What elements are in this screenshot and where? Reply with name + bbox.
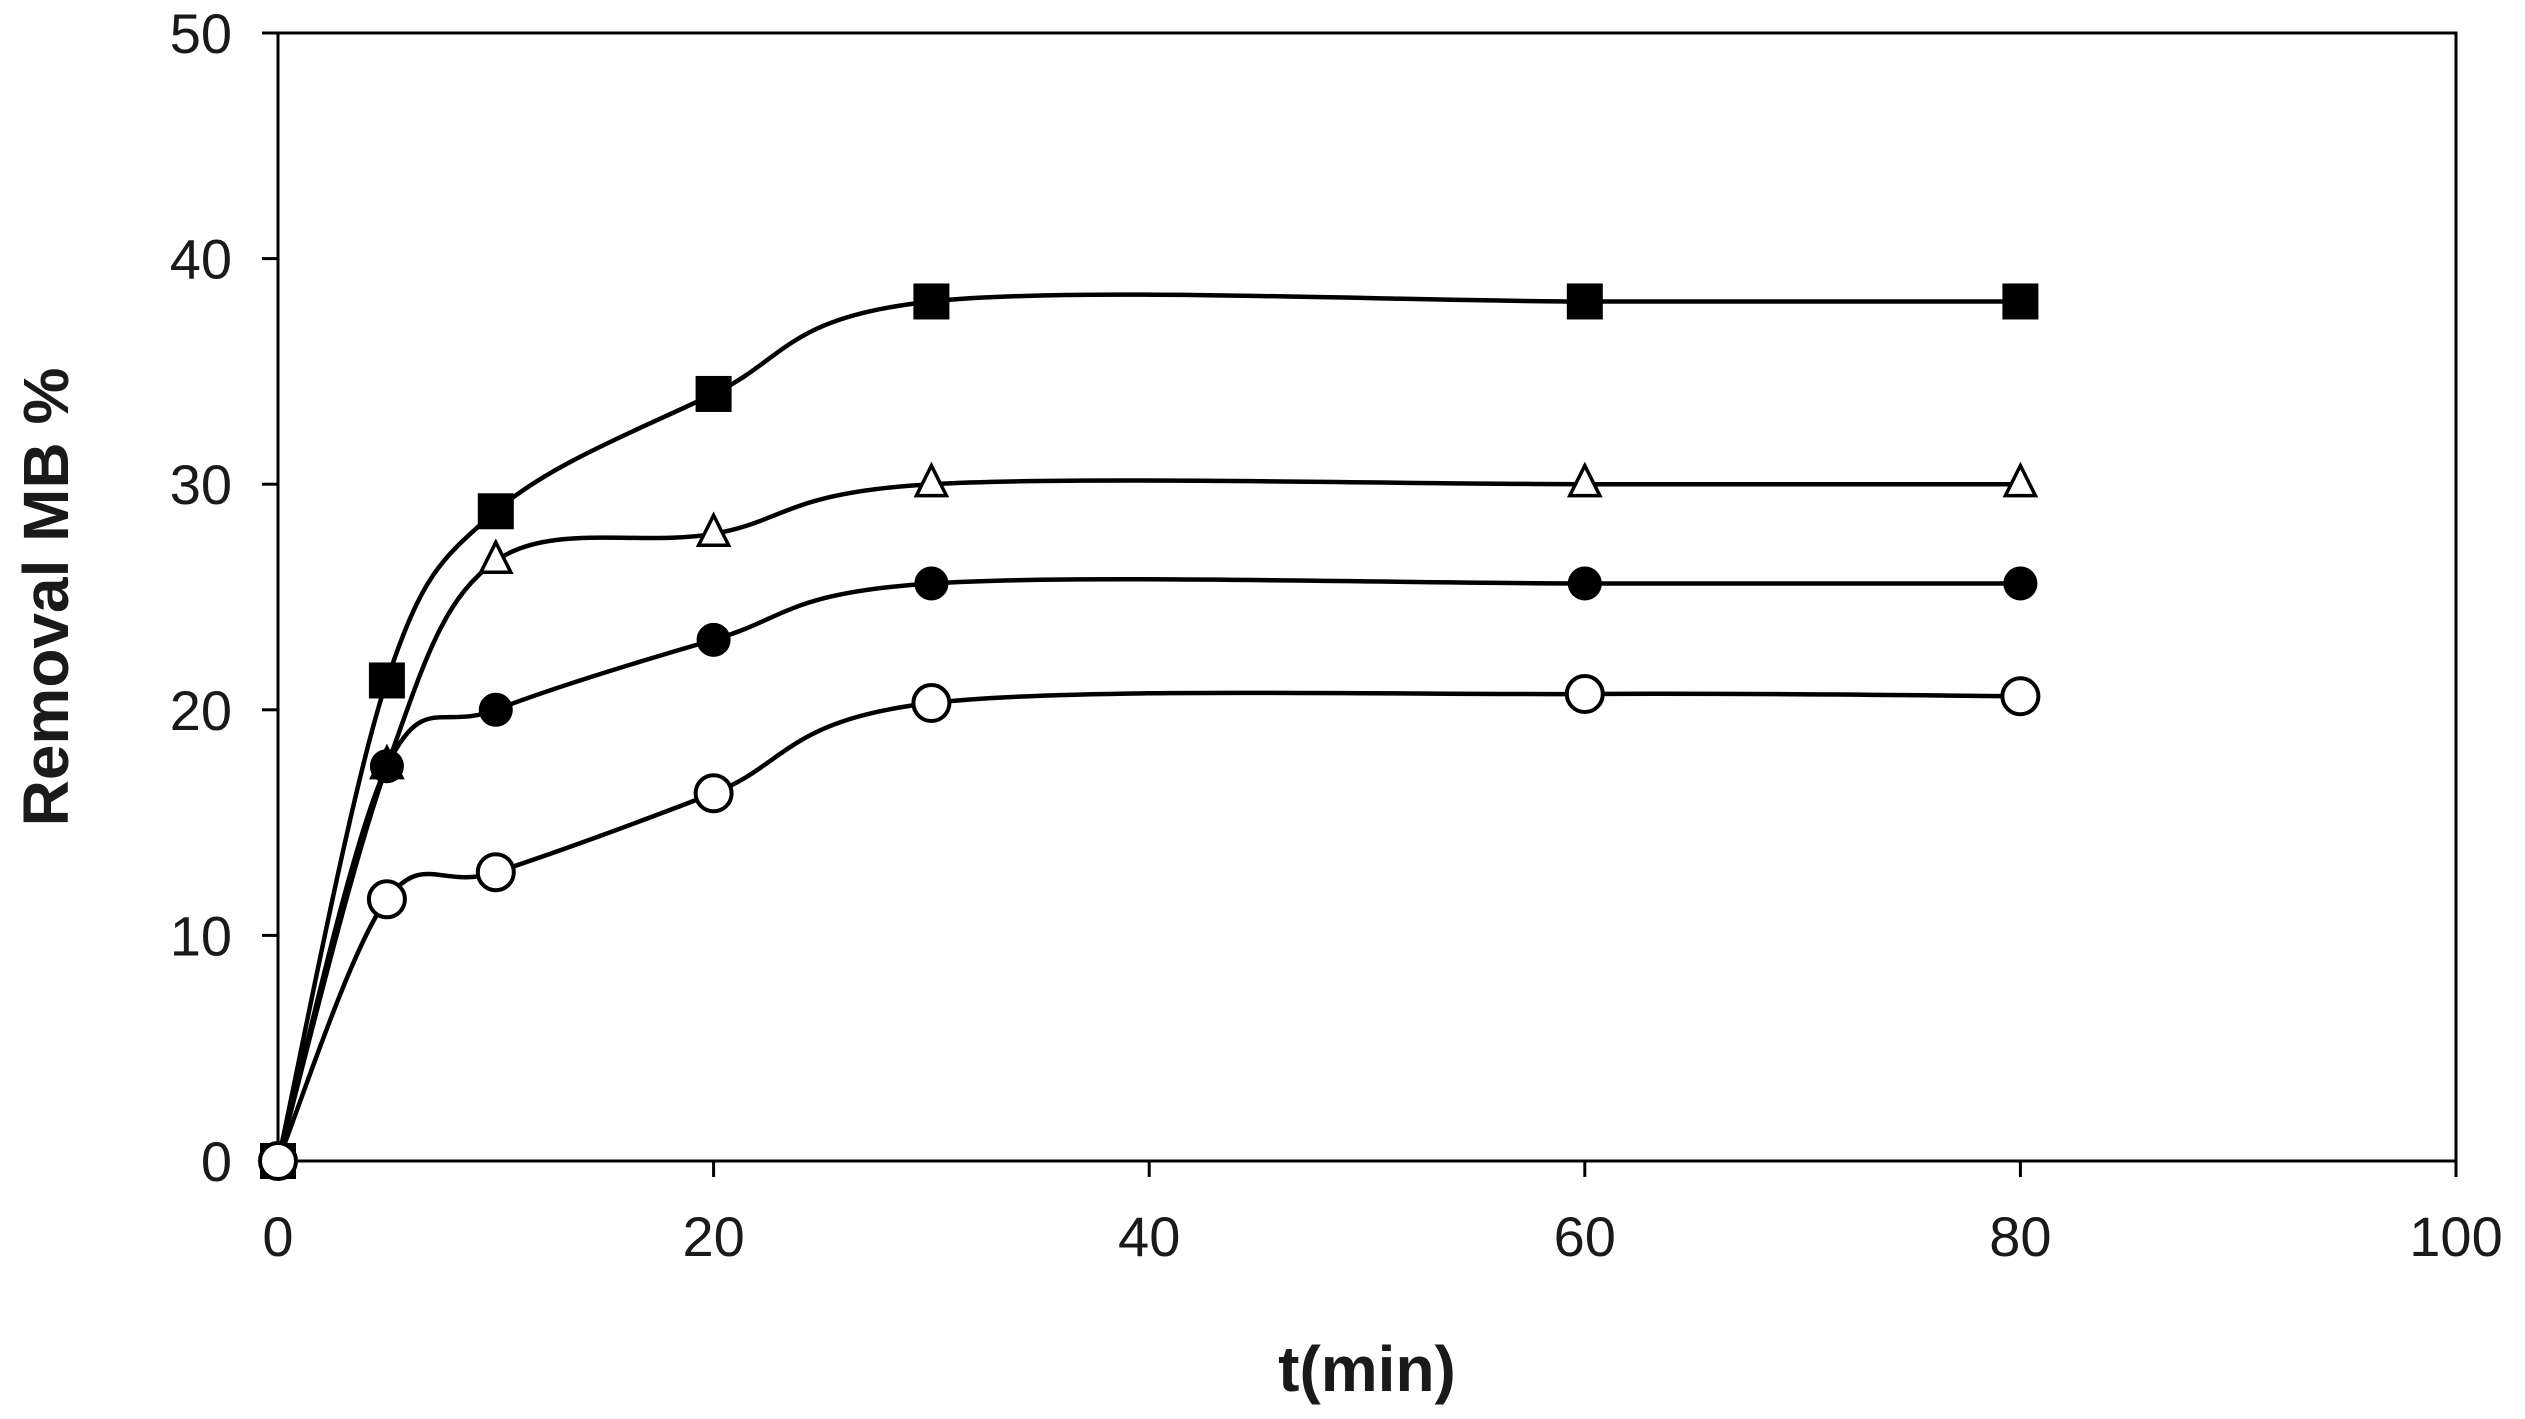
x-tick-label: 20: [682, 1205, 744, 1268]
data-point-filled-circle: [369, 749, 404, 784]
x-tick-label: 40: [1118, 1205, 1180, 1268]
y-tick-label: 20: [170, 679, 232, 742]
data-point-open-circle: [693, 773, 734, 814]
data-point-filled-circle: [2003, 566, 2038, 601]
data-point-open-circle: [258, 1141, 298, 1181]
data-point-filled-circle: [1567, 566, 1602, 601]
data-point-filled-square: [913, 283, 950, 320]
data-point-filled-square: [1566, 283, 1603, 320]
plot-area: [276, 31, 2458, 1163]
x-axis-ticks: 0 20 40 60 80 100: [262, 1161, 2503, 1268]
data-point-filled-circle: [478, 692, 513, 727]
y-axis-ticks: 0 10 20 30 40 50: [170, 2, 278, 1193]
y-axis-title: Removal MB %: [10, 368, 82, 827]
y-tick-label: 10: [170, 904, 232, 967]
y-tick-label: 50: [170, 2, 232, 65]
x-tick-label: 60: [1554, 1205, 1616, 1268]
data-point-filled-square: [695, 375, 732, 412]
y-tick-label: 40: [170, 228, 232, 291]
data-point-open-circle: [2000, 676, 2041, 717]
y-tick-label: 0: [201, 1130, 232, 1193]
data-point-open-triangle: [1566, 461, 1603, 498]
data-point-filled-circle: [914, 566, 949, 601]
data-point-open-circle: [366, 879, 407, 920]
data-point-filled-square: [477, 493, 514, 530]
data-point-open-triangle: [2002, 461, 2039, 498]
x-axis-title: t(min): [1278, 1333, 1456, 1405]
data-point-filled-square: [368, 662, 405, 699]
x-tick-label: 100: [2409, 1205, 2502, 1268]
data-point-open-circle: [911, 683, 952, 724]
y-tick-label: 30: [170, 453, 232, 516]
data-point-open-triangle: [477, 538, 514, 575]
data-point-open-circle: [475, 852, 516, 893]
data-point-open-triangle: [695, 511, 732, 547]
data-point-filled-square: [2002, 283, 2039, 320]
data-point-filled-circle: [696, 622, 731, 657]
x-tick-label: 80: [1989, 1205, 2051, 1268]
x-tick-label: 0: [262, 1205, 293, 1268]
series-markers: [258, 283, 2041, 1181]
data-point-open-circle: [1564, 674, 1605, 715]
data-point-open-triangle: [913, 461, 950, 498]
